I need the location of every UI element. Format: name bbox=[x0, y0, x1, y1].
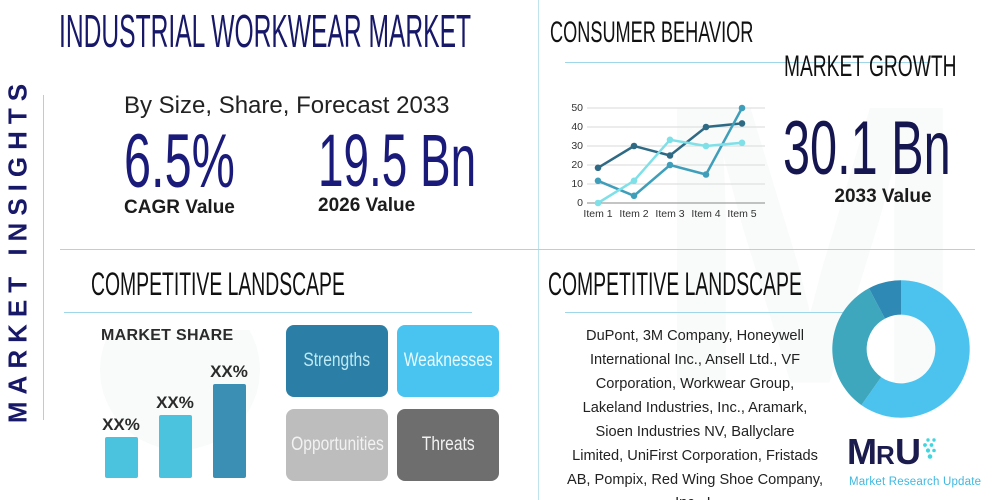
svg-text:0: 0 bbox=[577, 197, 583, 209]
svg-text:10: 10 bbox=[571, 178, 583, 190]
svg-text:Item 3: Item 3 bbox=[655, 208, 684, 220]
svg-text:M: M bbox=[847, 431, 877, 472]
svg-text:Item 2: Item 2 bbox=[619, 208, 648, 220]
svg-text:Item 5: Item 5 bbox=[727, 208, 756, 220]
svg-text:XX%: XX% bbox=[210, 362, 248, 381]
svg-text:20: 20 bbox=[571, 159, 583, 171]
svg-text:30: 30 bbox=[571, 140, 583, 152]
svg-text:Item 1: Item 1 bbox=[583, 208, 612, 220]
svg-text:Item 4: Item 4 bbox=[691, 208, 720, 220]
svg-text:XX%: XX% bbox=[102, 415, 140, 434]
svg-text:XX%: XX% bbox=[156, 393, 194, 412]
svg-text:U: U bbox=[895, 431, 921, 472]
svg-text:40: 40 bbox=[571, 121, 583, 133]
svg-text:50: 50 bbox=[571, 102, 583, 114]
svg-text:R: R bbox=[876, 440, 895, 470]
